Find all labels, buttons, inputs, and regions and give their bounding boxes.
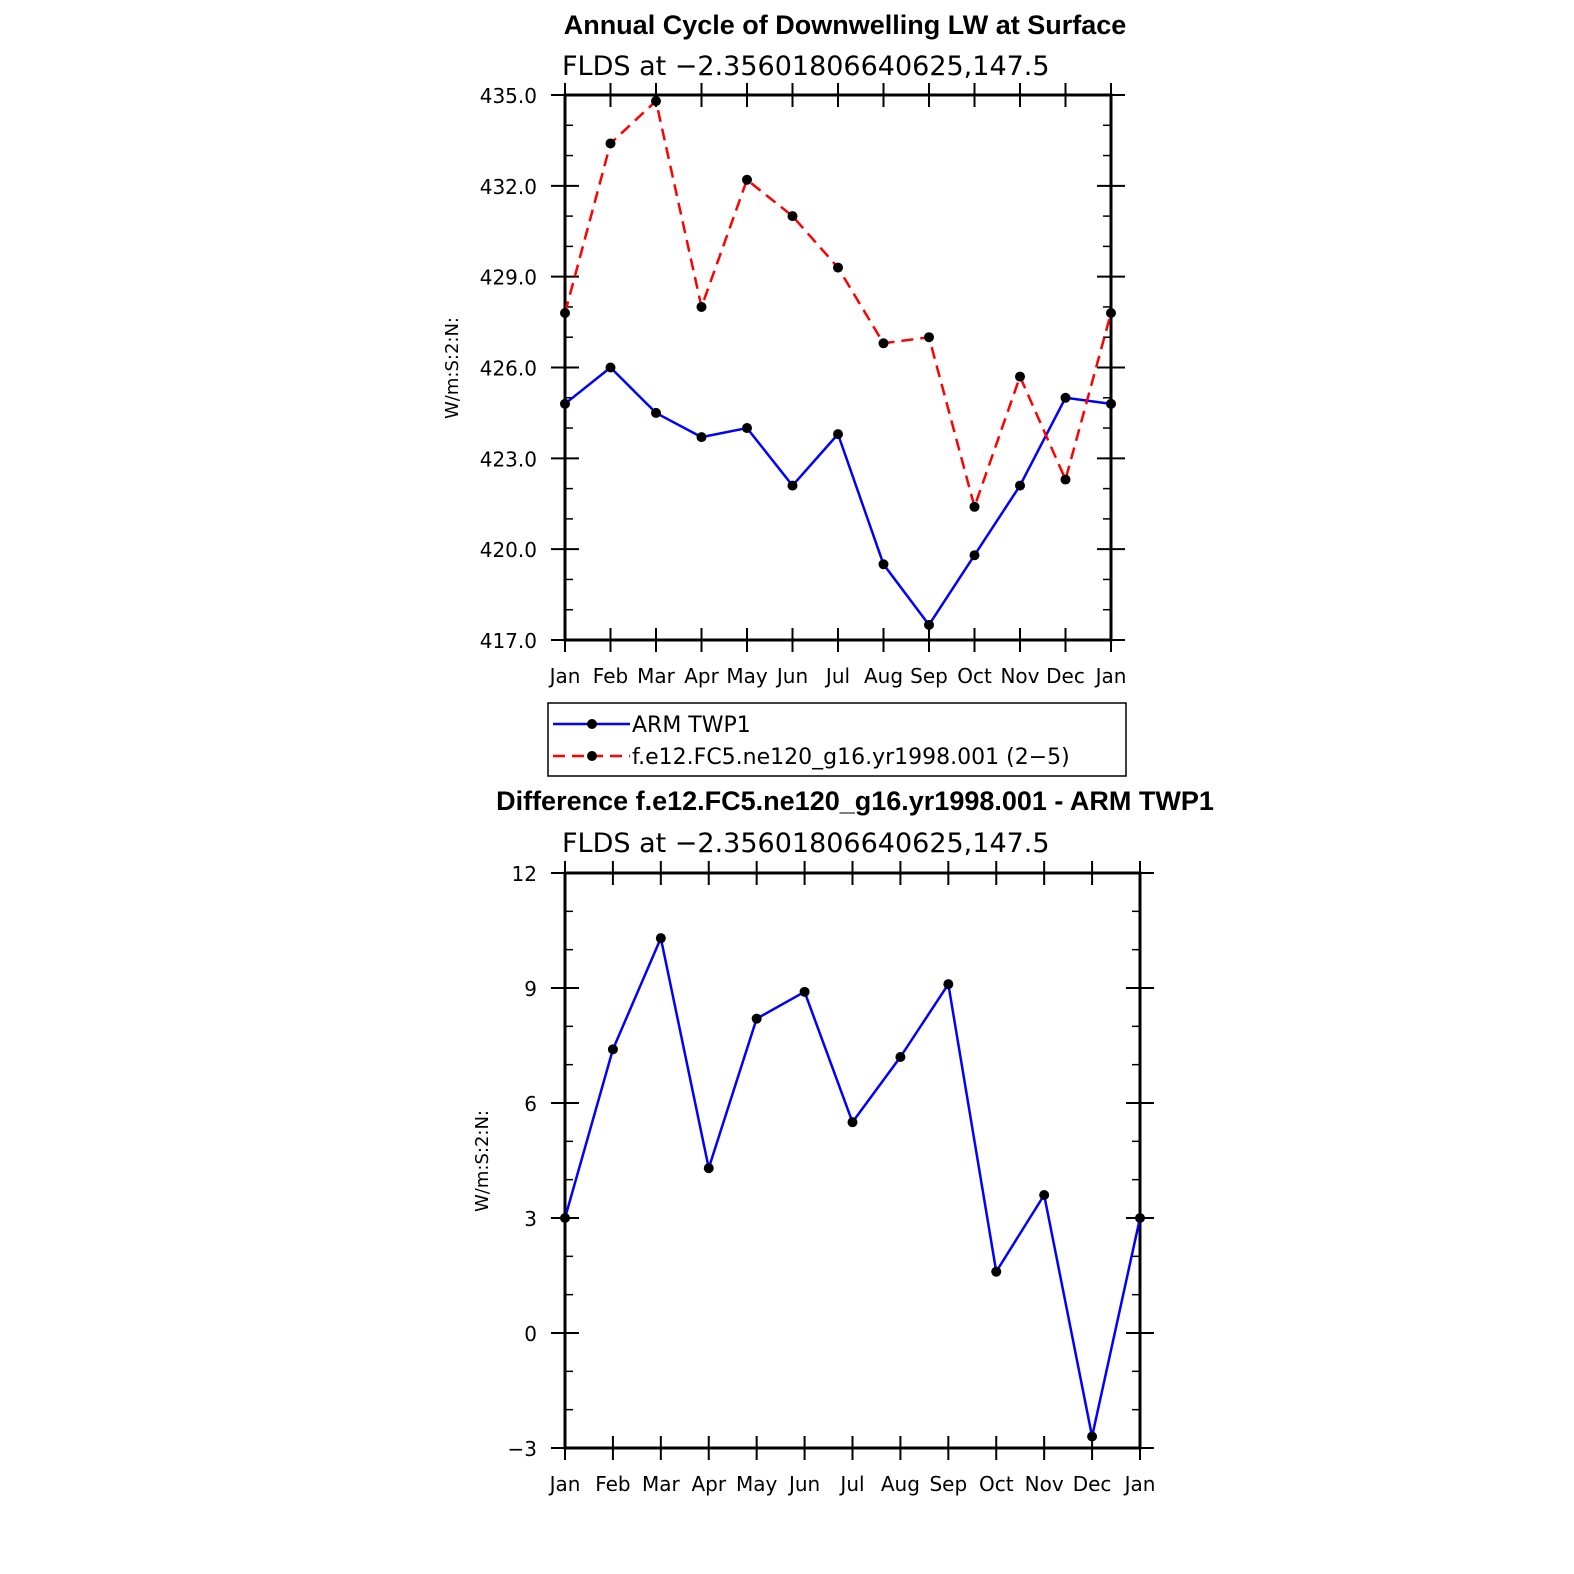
chart1-xtick-label: Oct	[957, 664, 992, 688]
chart1-ytick-label: 432.0	[480, 175, 537, 199]
chart1-series1-point	[924, 619, 934, 630]
chart1-series2-point	[651, 96, 661, 107]
chart2-series1-point	[655, 933, 666, 944]
chart2-ylabel: W/m:S:2:N:	[472, 1110, 493, 1212]
chart1-xtick-label: Jan	[548, 664, 581, 688]
legend-marker-series2	[587, 751, 597, 761]
chart2-ytick-label: 9	[524, 977, 537, 1001]
chart1-ytick-label: 426.0	[480, 357, 537, 381]
chart1-series1-point	[969, 550, 980, 561]
chart2-series1-point	[895, 1052, 906, 1062]
chart2-xtick-label: Nov	[1025, 1472, 1064, 1496]
legend-box	[547, 702, 1127, 777]
chart1-series2-point	[787, 211, 798, 222]
chart1-ytick-label: 429.0	[480, 266, 537, 290]
chart2-xtick-label: Jun	[787, 1472, 820, 1496]
chart2-xtick-label: Aug	[881, 1472, 920, 1496]
chart2-xtick-label: Jul	[838, 1472, 864, 1496]
legend-item-series2: f.e12.FC5.ne120_g16.yr1998.001 (2−5)	[553, 745, 1070, 770]
chart1-series1-point	[1106, 398, 1116, 409]
chart2-ytick-label: 6	[524, 1092, 537, 1116]
chart1-series1-point	[1060, 392, 1071, 403]
chart1-series2-point	[605, 138, 616, 149]
chart1-series-line-2	[563, 99, 1113, 509]
chart1-xtick-label: Dec	[1046, 664, 1085, 688]
chart2-xtick-label: Mar	[642, 1472, 681, 1496]
chart1-xtick-label: Sep	[910, 664, 948, 688]
chart1-ytick-label: 420.0	[480, 538, 537, 562]
chart1-series2-point	[560, 308, 570, 318]
chart2-xtick-label: Sep	[929, 1472, 967, 1496]
chart2-xtick-label: May	[736, 1472, 778, 1496]
chart2-series1-point	[1039, 1190, 1050, 1200]
chart1-ylabel: W/m:S:2:N:	[442, 317, 463, 419]
chart2-xtick-label: Jan	[1123, 1472, 1156, 1496]
chart1-series1-point	[787, 480, 798, 491]
chart1-title: Annual Cycle of Downwelling LW at Surfac…	[564, 10, 1127, 40]
chart2-xtick-label: Oct	[979, 1472, 1014, 1496]
chart2-title: Difference f.e12.FC5.ne120_g16.yr1998.00…	[496, 786, 1214, 816]
chart2-plot: −3 0 3 6 9 12 Jan Feb Mar Apr May Jun Jul Aug Sep Oct No…	[508, 861, 1156, 1496]
chart1-xtick-label: Mar	[637, 664, 676, 688]
chart1-xtick-label: May	[726, 664, 768, 688]
chart2-series1-point	[991, 1266, 1002, 1277]
chart2-series-line-1	[563, 936, 1142, 1438]
chart2-subtitle: FLDS at −2.35601806640625,147.5	[562, 828, 1050, 859]
chart1-series2-point	[1106, 308, 1116, 318]
chart2-ytick-label: −3	[508, 1437, 537, 1461]
chart2-xtick-label: Feb	[595, 1472, 630, 1496]
chart1-xtick-label: Apr	[684, 664, 719, 688]
chart2-series1-point	[560, 1213, 570, 1223]
chart2-xtick-label: Apr	[691, 1472, 726, 1496]
chart1-ytick-label: 423.0	[480, 447, 537, 471]
chart2-series1-point	[1087, 1431, 1098, 1442]
chart2-series1-point	[1135, 1213, 1145, 1223]
legend-item-series1: ARM TWP1	[553, 713, 751, 738]
chart1-series1-point	[560, 398, 570, 409]
chart2-series1-point	[799, 986, 810, 997]
chart2-xtick-label: Jan	[548, 1472, 581, 1496]
chart1-series1-point	[651, 407, 661, 418]
chart1-ytick-label: 417.0	[480, 629, 537, 653]
chart1-xtick-label: Jun	[775, 664, 808, 688]
chart1-series1-point	[696, 432, 707, 443]
chart2-ytick-label: 0	[524, 1322, 537, 1346]
chart2-series1-point	[943, 979, 954, 990]
chart1-series1-point	[742, 423, 752, 434]
chart2-series1-point	[847, 1117, 858, 1128]
chart2-series1-point	[751, 1013, 762, 1024]
chart2-ytick-label: 3	[524, 1207, 537, 1231]
chart1-series1-point	[878, 559, 889, 570]
chart1-series2-point	[833, 262, 843, 273]
chart1-xtick-label: Nov	[1000, 664, 1039, 688]
chart2-series1-point	[607, 1044, 618, 1055]
chart1-series1-point	[605, 362, 616, 373]
chart1-series2-point	[696, 301, 707, 312]
chart2-xtick-label: Dec	[1073, 1472, 1112, 1496]
chart1-series2-point	[878, 338, 889, 349]
chart2-series1-point	[703, 1163, 714, 1174]
legend-marker-series1	[587, 719, 597, 729]
chart1-series1-point	[1015, 480, 1025, 491]
chart1-series2-point	[1015, 371, 1025, 382]
chart1-subtitle: FLDS at −2.35601806640625,147.5	[562, 51, 1050, 82]
chart1-series-line-1	[564, 366, 1112, 627]
chart1-frame	[563, 93, 1113, 642]
chart1-series2-point	[969, 501, 980, 512]
chart1-xtick-label: Jul	[824, 664, 850, 688]
legend-label-series2: f.e12.FC5.ne120_g16.yr1998.001 (2−5)	[632, 745, 1070, 770]
chart1-series2-point	[1060, 474, 1071, 485]
chart1-plot: 417.0 420.0 423.0 426.0 429.0 432.0 435.0 Jan Fe…	[480, 83, 1127, 688]
chart1-series2-point	[742, 174, 752, 185]
legend: ARM TWP1 f.e12.FC5.ne120_g16.yr1998.001 …	[547, 702, 1127, 777]
chart1-series2-point	[924, 332, 934, 343]
chart1-xtick-label: Feb	[593, 664, 628, 688]
chart1-ytick-label: 435.0	[480, 84, 537, 108]
chart1-xtick-label: Aug	[864, 664, 903, 688]
chart1-series1-point	[833, 429, 843, 440]
chart1-xtick-label: Jan	[1094, 664, 1127, 688]
chart2-ytick-label: 12	[512, 862, 537, 886]
legend-label-series1: ARM TWP1	[632, 713, 751, 738]
